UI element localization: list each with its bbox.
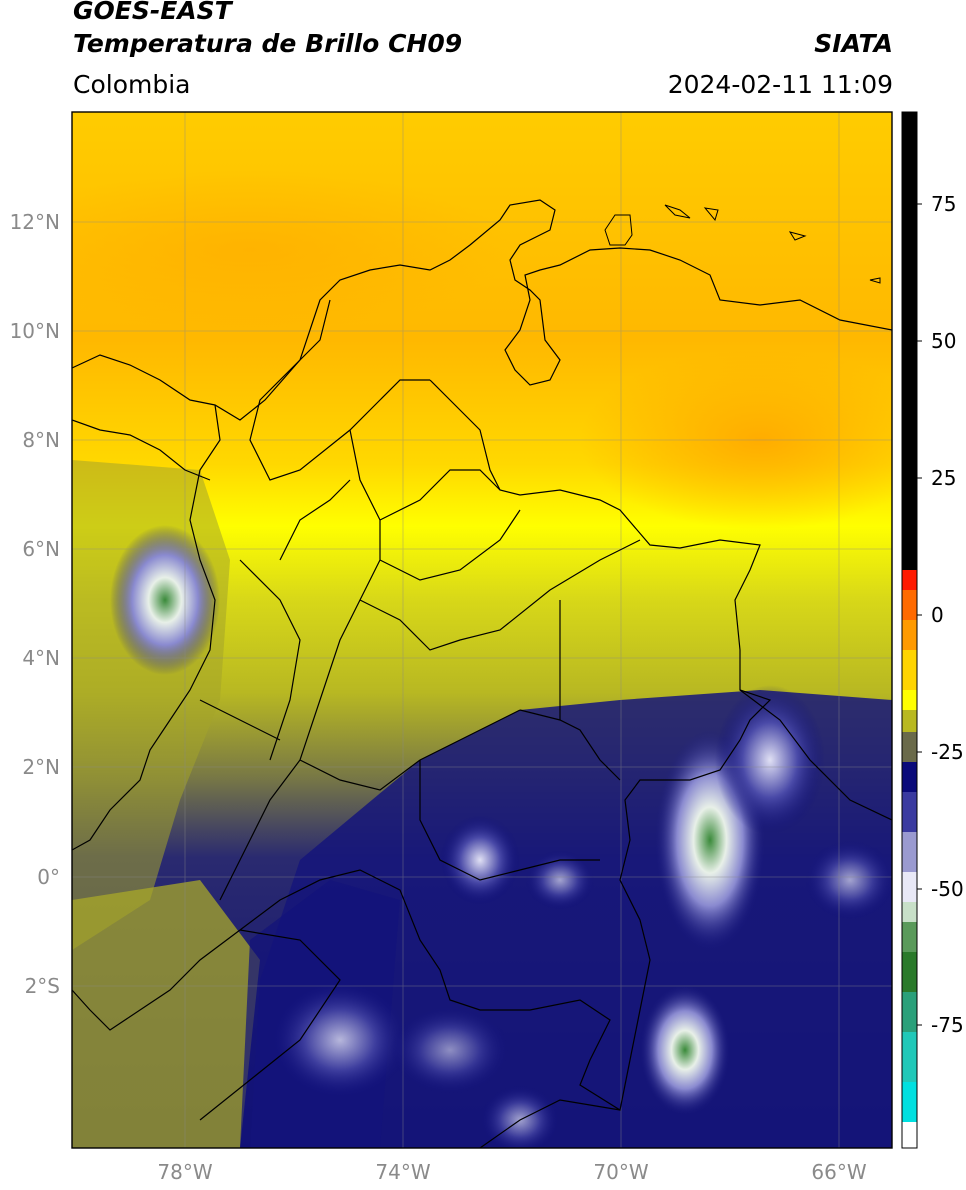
colorbar-tick-label: 50: [931, 329, 957, 353]
islands: [604, 204, 881, 284]
satellite-image: [72, 112, 892, 1148]
lon-label: 74°W: [375, 1160, 431, 1184]
lat-label: 6°N: [22, 537, 60, 561]
colorbar-tick-label: -25: [931, 740, 964, 764]
colorbar-tick-label: 25: [931, 466, 957, 490]
colorbar: [901, 111, 922, 1149]
timestamp-label: 2024-02-11 11:09: [667, 70, 893, 99]
colorbar-tick-label: -75: [931, 1013, 964, 1037]
colorbar-tick-label: -50: [931, 877, 964, 901]
region-label: Colombia: [73, 70, 191, 99]
gridlines: [72, 112, 892, 1148]
colorbar-tick-label: 0: [931, 603, 944, 627]
lat-label: 4°N: [22, 646, 60, 670]
lon-label: 78°W: [157, 1160, 213, 1184]
organization-label: SIATA: [814, 29, 893, 58]
coastlines-borders: [72, 199, 892, 1148]
lon-label: 66°W: [811, 1160, 867, 1184]
lat-label: 12°N: [9, 210, 60, 234]
map-frame: [71, 111, 893, 1149]
lon-label: 70°W: [593, 1160, 649, 1184]
satellite-title: GOES-EAST: [73, 0, 232, 25]
product-title: Temperatura de Brillo CH09: [73, 29, 463, 58]
lat-label: 2°S: [24, 974, 60, 998]
lat-label: 8°N: [22, 428, 60, 452]
colorbar-tick-label: 75: [931, 192, 957, 216]
lat-label: 0°: [37, 865, 60, 889]
lat-label: 10°N: [9, 319, 60, 343]
lat-label: 2°N: [22, 755, 60, 779]
